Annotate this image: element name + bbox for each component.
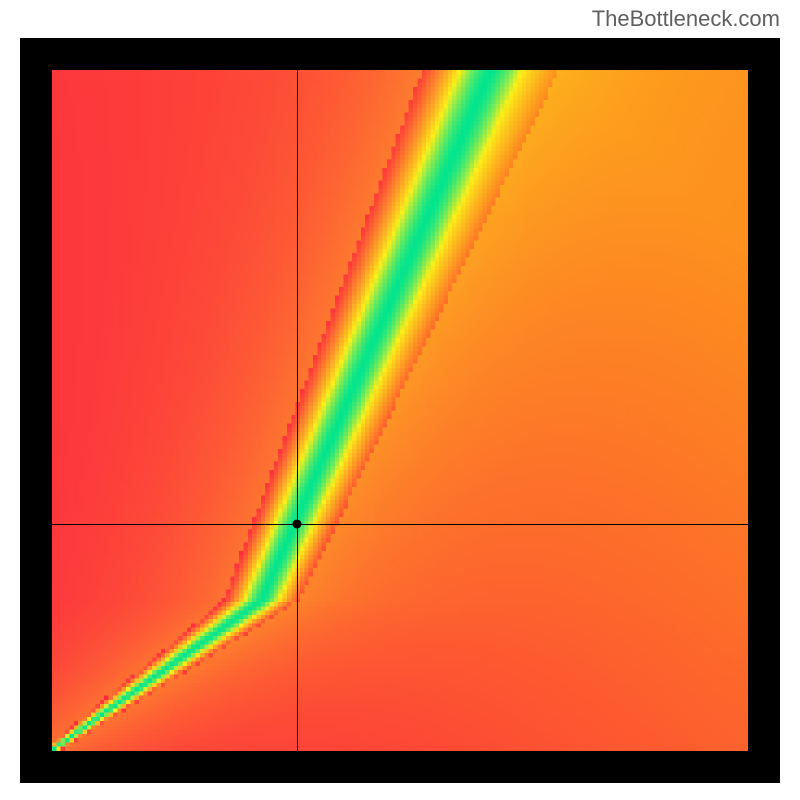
watermark-text: TheBottleneck.com — [592, 6, 780, 32]
heatmap-canvas — [52, 70, 748, 751]
crosshair-marker — [292, 520, 301, 529]
crosshair-vertical — [297, 70, 298, 751]
crosshair-horizontal — [52, 524, 748, 525]
chart-frame — [20, 38, 780, 783]
chart-plot-area — [52, 70, 748, 751]
